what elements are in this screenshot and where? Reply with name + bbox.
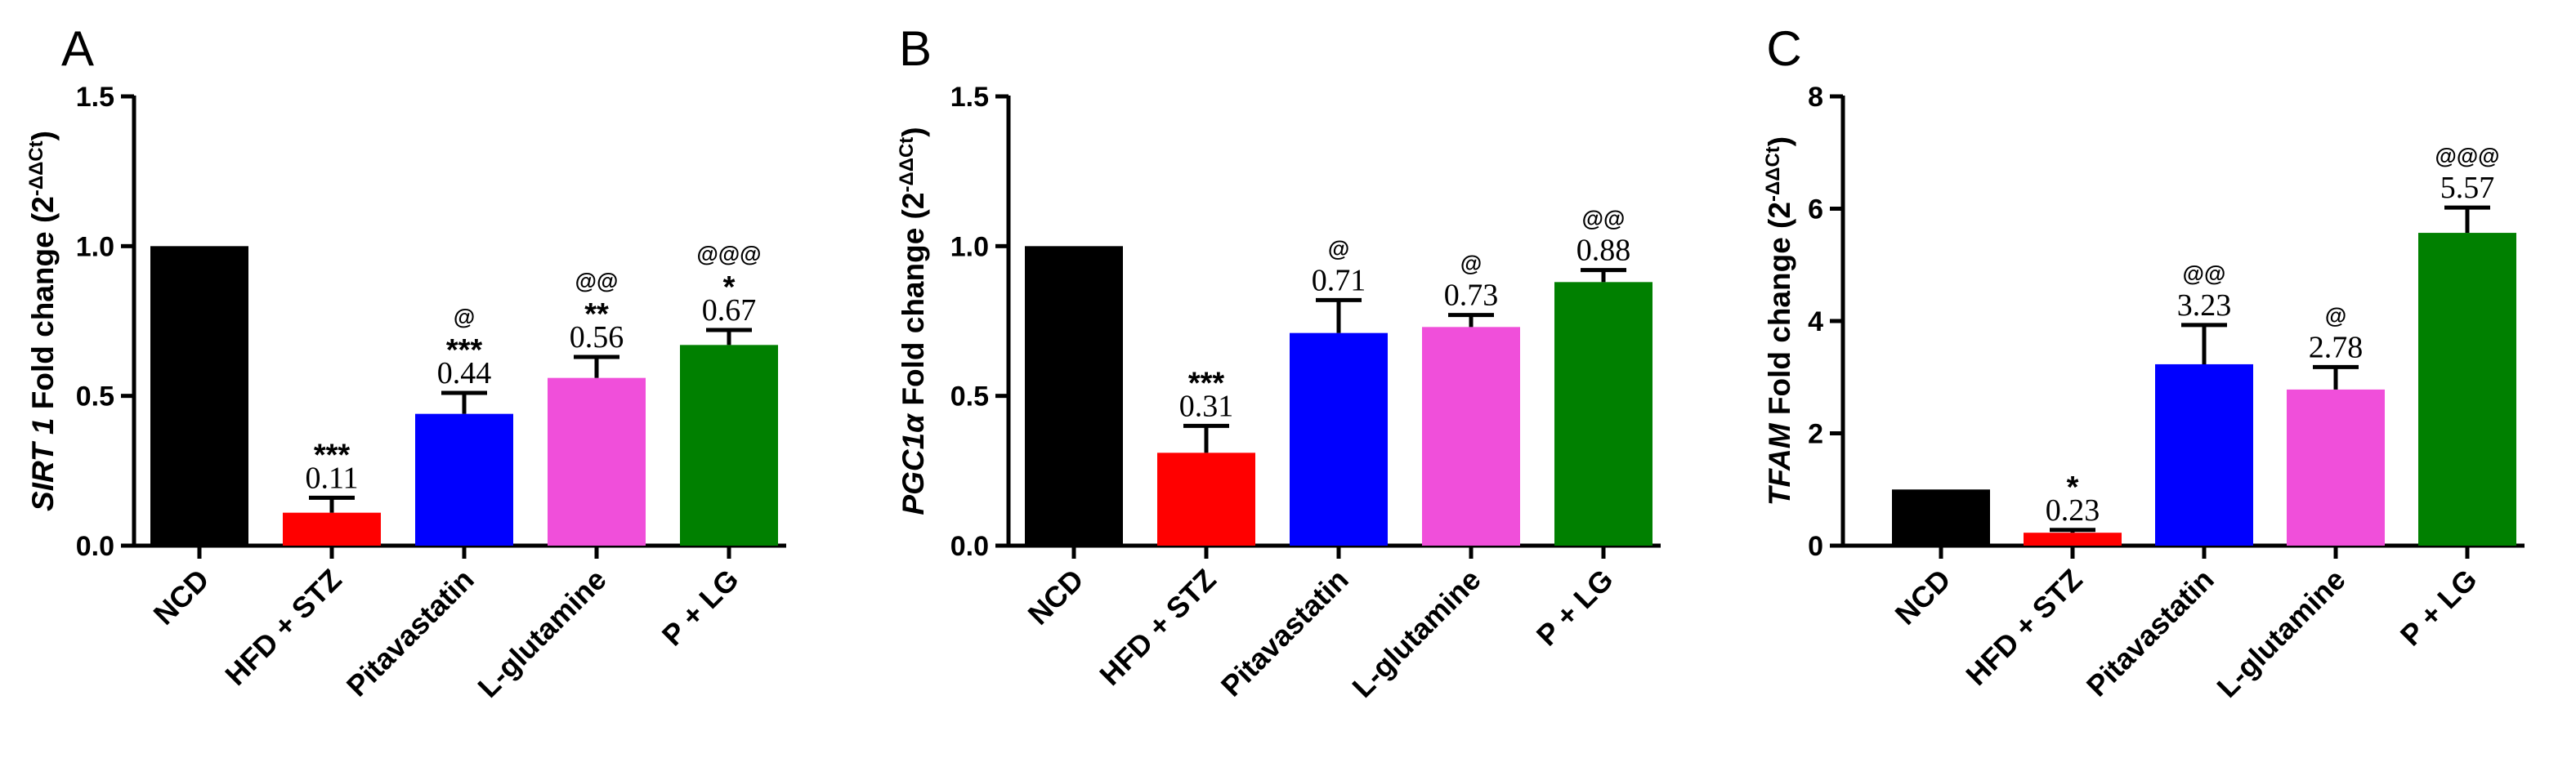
value-label: 0.44 — [437, 356, 492, 390]
category-label: Pitavastatin — [340, 563, 481, 703]
bar-2 — [283, 512, 381, 546]
bar-4 — [548, 377, 646, 546]
value-label: 0.31 — [1179, 389, 1234, 423]
y-tick-label: 2 — [1808, 419, 1823, 450]
y-tick-label: 0.5 — [950, 381, 989, 412]
bar-1 — [150, 246, 248, 546]
y-axis-label-close: ) — [26, 131, 60, 140]
bar-4 — [2287, 389, 2385, 546]
bar-5 — [680, 345, 778, 546]
y-axis-label: TFAM Fold change (2-ΔΔCt) — [1762, 136, 1797, 506]
significance-at: @@ — [2183, 261, 2226, 286]
category-label: L-glutamine — [2210, 563, 2351, 704]
bar-5 — [2418, 233, 2516, 546]
bar-3 — [2155, 363, 2253, 546]
bar-4 — [1422, 327, 1520, 546]
y-axis-label-text: Fold change (2 — [897, 193, 930, 414]
value-label: 0.67 — [702, 293, 757, 328]
y-tick-label: 4 — [1808, 306, 1823, 337]
y-tick-label: 1.5 — [76, 82, 114, 113]
category-label: P + LG — [2394, 563, 2484, 653]
bar-1 — [1892, 489, 1990, 546]
category-label: NCD — [1889, 563, 1957, 631]
significance-stars: *** — [1188, 366, 1225, 400]
significance-stars: * — [723, 270, 736, 305]
y-tick-label: 8 — [1808, 82, 1823, 113]
category-label: L-glutamine — [471, 563, 612, 704]
category-label: P + LG — [655, 563, 745, 653]
value-label: 0.11 — [305, 461, 358, 495]
significance-at: @@@ — [2435, 144, 2500, 168]
value-label: 2.78 — [2309, 330, 2364, 364]
panel-letter: C — [1766, 21, 1801, 76]
y-tick-label: 1.0 — [76, 231, 114, 262]
y-axis-label-text: Fold change (2 — [26, 196, 60, 417]
y-tick-label: 0.0 — [950, 531, 989, 562]
value-label: 3.23 — [2177, 288, 2232, 323]
category-label: HFD + STZ — [218, 563, 347, 692]
y-axis-label-sup: -ΔΔCt — [1762, 146, 1784, 202]
significance-stars: * — [2067, 470, 2079, 505]
category-label: Pitavastatin — [1214, 563, 1355, 703]
significance-at: @@ — [575, 269, 619, 293]
y-tick-label: 0 — [1808, 531, 1823, 562]
y-axis-label-gene: SIRT 1 — [26, 418, 60, 511]
panel-letter: B — [899, 21, 932, 76]
category-label: HFD + STZ — [1093, 563, 1222, 692]
value-label: 0.71 — [1312, 263, 1366, 297]
bar-2 — [2024, 533, 2122, 546]
value-label: 0.23 — [2046, 493, 2100, 528]
significance-at: @@ — [1582, 207, 1626, 231]
y-axis-label-gene: PGC1α — [897, 412, 930, 515]
value-label: 5.57 — [2440, 171, 2495, 205]
significance-stars: *** — [314, 438, 351, 472]
significance-at: @ — [1460, 252, 1482, 276]
category-label: L-glutamine — [1345, 563, 1487, 704]
value-label: 0.73 — [1444, 279, 1499, 313]
y-tick-label: 0.0 — [76, 531, 114, 562]
y-axis-label: PGC1α Fold change (2-ΔΔCt) — [896, 127, 931, 515]
bar-3 — [1290, 332, 1388, 546]
significance-stars: *** — [446, 333, 483, 368]
bar-5 — [1554, 282, 1652, 546]
significance-at: @ — [2325, 303, 2346, 328]
chart-panel-A: A 0.0 0.5 1.0 1.5 SIRT 1 Fold change (2-ΔΔCt)… — [25, 21, 786, 704]
value-label: 0.56 — [570, 320, 624, 355]
category-label: HFD + STZ — [1959, 563, 2088, 692]
y-axis-label-sup: -ΔΔCt — [25, 140, 47, 196]
significance-at: @ — [1328, 236, 1349, 261]
category-label: Pitavastatin — [2080, 563, 2220, 703]
bar-1 — [1025, 246, 1123, 546]
y-axis-label-sup: -ΔΔCt — [896, 137, 918, 193]
value-label: 0.88 — [1576, 234, 1631, 268]
significance-at: @ — [454, 305, 475, 329]
y-tick-label: 0.5 — [76, 381, 114, 412]
category-label: NCD — [147, 563, 216, 631]
y-axis-label-gene: TFAM — [1763, 422, 1796, 506]
y-tick-label: 6 — [1808, 194, 1823, 225]
y-axis-label-close: ) — [897, 127, 930, 136]
category-label: P + LG — [1530, 563, 1620, 653]
y-axis-label-close: ) — [1763, 136, 1796, 146]
significance-at: @@@ — [697, 242, 762, 266]
y-tick-label: 1.5 — [950, 82, 989, 113]
panel-letter: A — [61, 21, 94, 76]
bar-2 — [1157, 453, 1255, 546]
y-axis-label: SIRT 1 Fold change (2-ΔΔCt) — [25, 131, 60, 511]
y-tick-label: 1.0 — [950, 231, 989, 262]
chart-panel-B: B 0.0 0.5 1.0 1.5 PGC1α Fold change (2-ΔΔCt) N… — [896, 21, 1661, 704]
significance-stars: ** — [584, 297, 609, 332]
bar-3 — [415, 413, 513, 546]
chart-panel-C: C 0 2 4 6 8 TFAM Fold change (2-ΔΔCt) NCD 0.23* H… — [1762, 21, 2525, 704]
y-axis-label-text: Fold change (2 — [1763, 202, 1796, 423]
category-label: NCD — [1022, 563, 1090, 631]
